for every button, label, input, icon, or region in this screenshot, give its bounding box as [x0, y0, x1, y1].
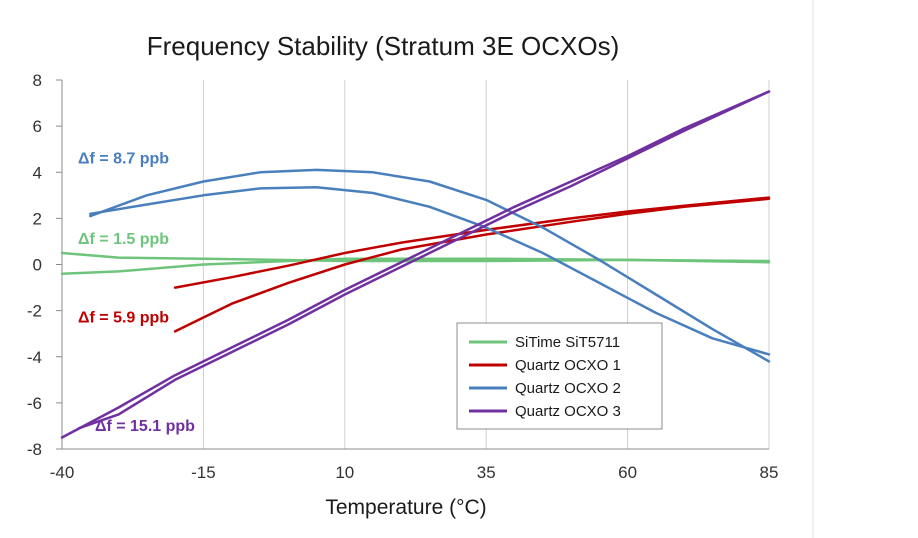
delta-annotation: Δf = 8.7 ppb — [78, 150, 169, 167]
y-tick-label: 0 — [33, 256, 42, 275]
legend-entry: SiTime SiT5711 — [515, 334, 620, 351]
series-group — [60, 90, 771, 439]
x-tick-label: 10 — [335, 463, 354, 482]
series-line — [89, 185, 771, 356]
chart-title: Frequency Stability (Stratum 3E OCXOs) — [147, 31, 619, 61]
x-tick-label: 35 — [477, 463, 496, 482]
annotations: Δf = 8.7 ppb Δf = 1.5 ppb Δf = 5.9 ppb Δf =… — [78, 150, 195, 435]
x-axis-title: Temperature (°C) — [325, 496, 486, 519]
series-line — [173, 197, 771, 333]
y-tick-label: 2 — [33, 209, 42, 228]
x-tick-label: -15 — [191, 463, 216, 482]
legend: SiTime SiT5711 Quartz OCXO 1 Quartz OCXO 2… — [456, 322, 663, 430]
series-line — [60, 90, 771, 439]
series-line — [89, 168, 771, 363]
legend-entry: Quartz OCXO 2 — [515, 380, 621, 397]
y-tick-label: -8 — [27, 440, 42, 459]
x-tick-label: 85 — [760, 463, 779, 482]
axes: -40 -15 10 35 60 85 -8 -6 -4 -2 0 2 4 6 8 — [27, 71, 779, 482]
legend-entry: Quartz OCXO 3 — [515, 403, 621, 420]
right-edge-divider — [812, 0, 814, 538]
legend-entry: Quartz OCXO 1 — [515, 357, 621, 374]
y-tick-label: -2 — [27, 302, 42, 321]
y-tick-label: 4 — [33, 163, 42, 182]
x-tick-label: -40 — [50, 463, 75, 482]
y-tick-label: -4 — [27, 348, 42, 367]
series-line — [60, 251, 771, 264]
series-line — [77, 90, 771, 430]
grid — [61, 80, 770, 449]
y-tick-label: 6 — [33, 117, 42, 136]
series-line — [173, 196, 771, 289]
delta-annotation: Δf = 1.5 ppb — [78, 231, 169, 248]
delta-annotation: Δf = 5.9 ppb — [78, 310, 169, 327]
delta-annotation: Δf = 15.1 ppb — [95, 418, 195, 435]
x-tick-label: 60 — [618, 463, 637, 482]
y-tick-label: -6 — [27, 394, 42, 413]
y-tick-label: 8 — [33, 71, 42, 90]
